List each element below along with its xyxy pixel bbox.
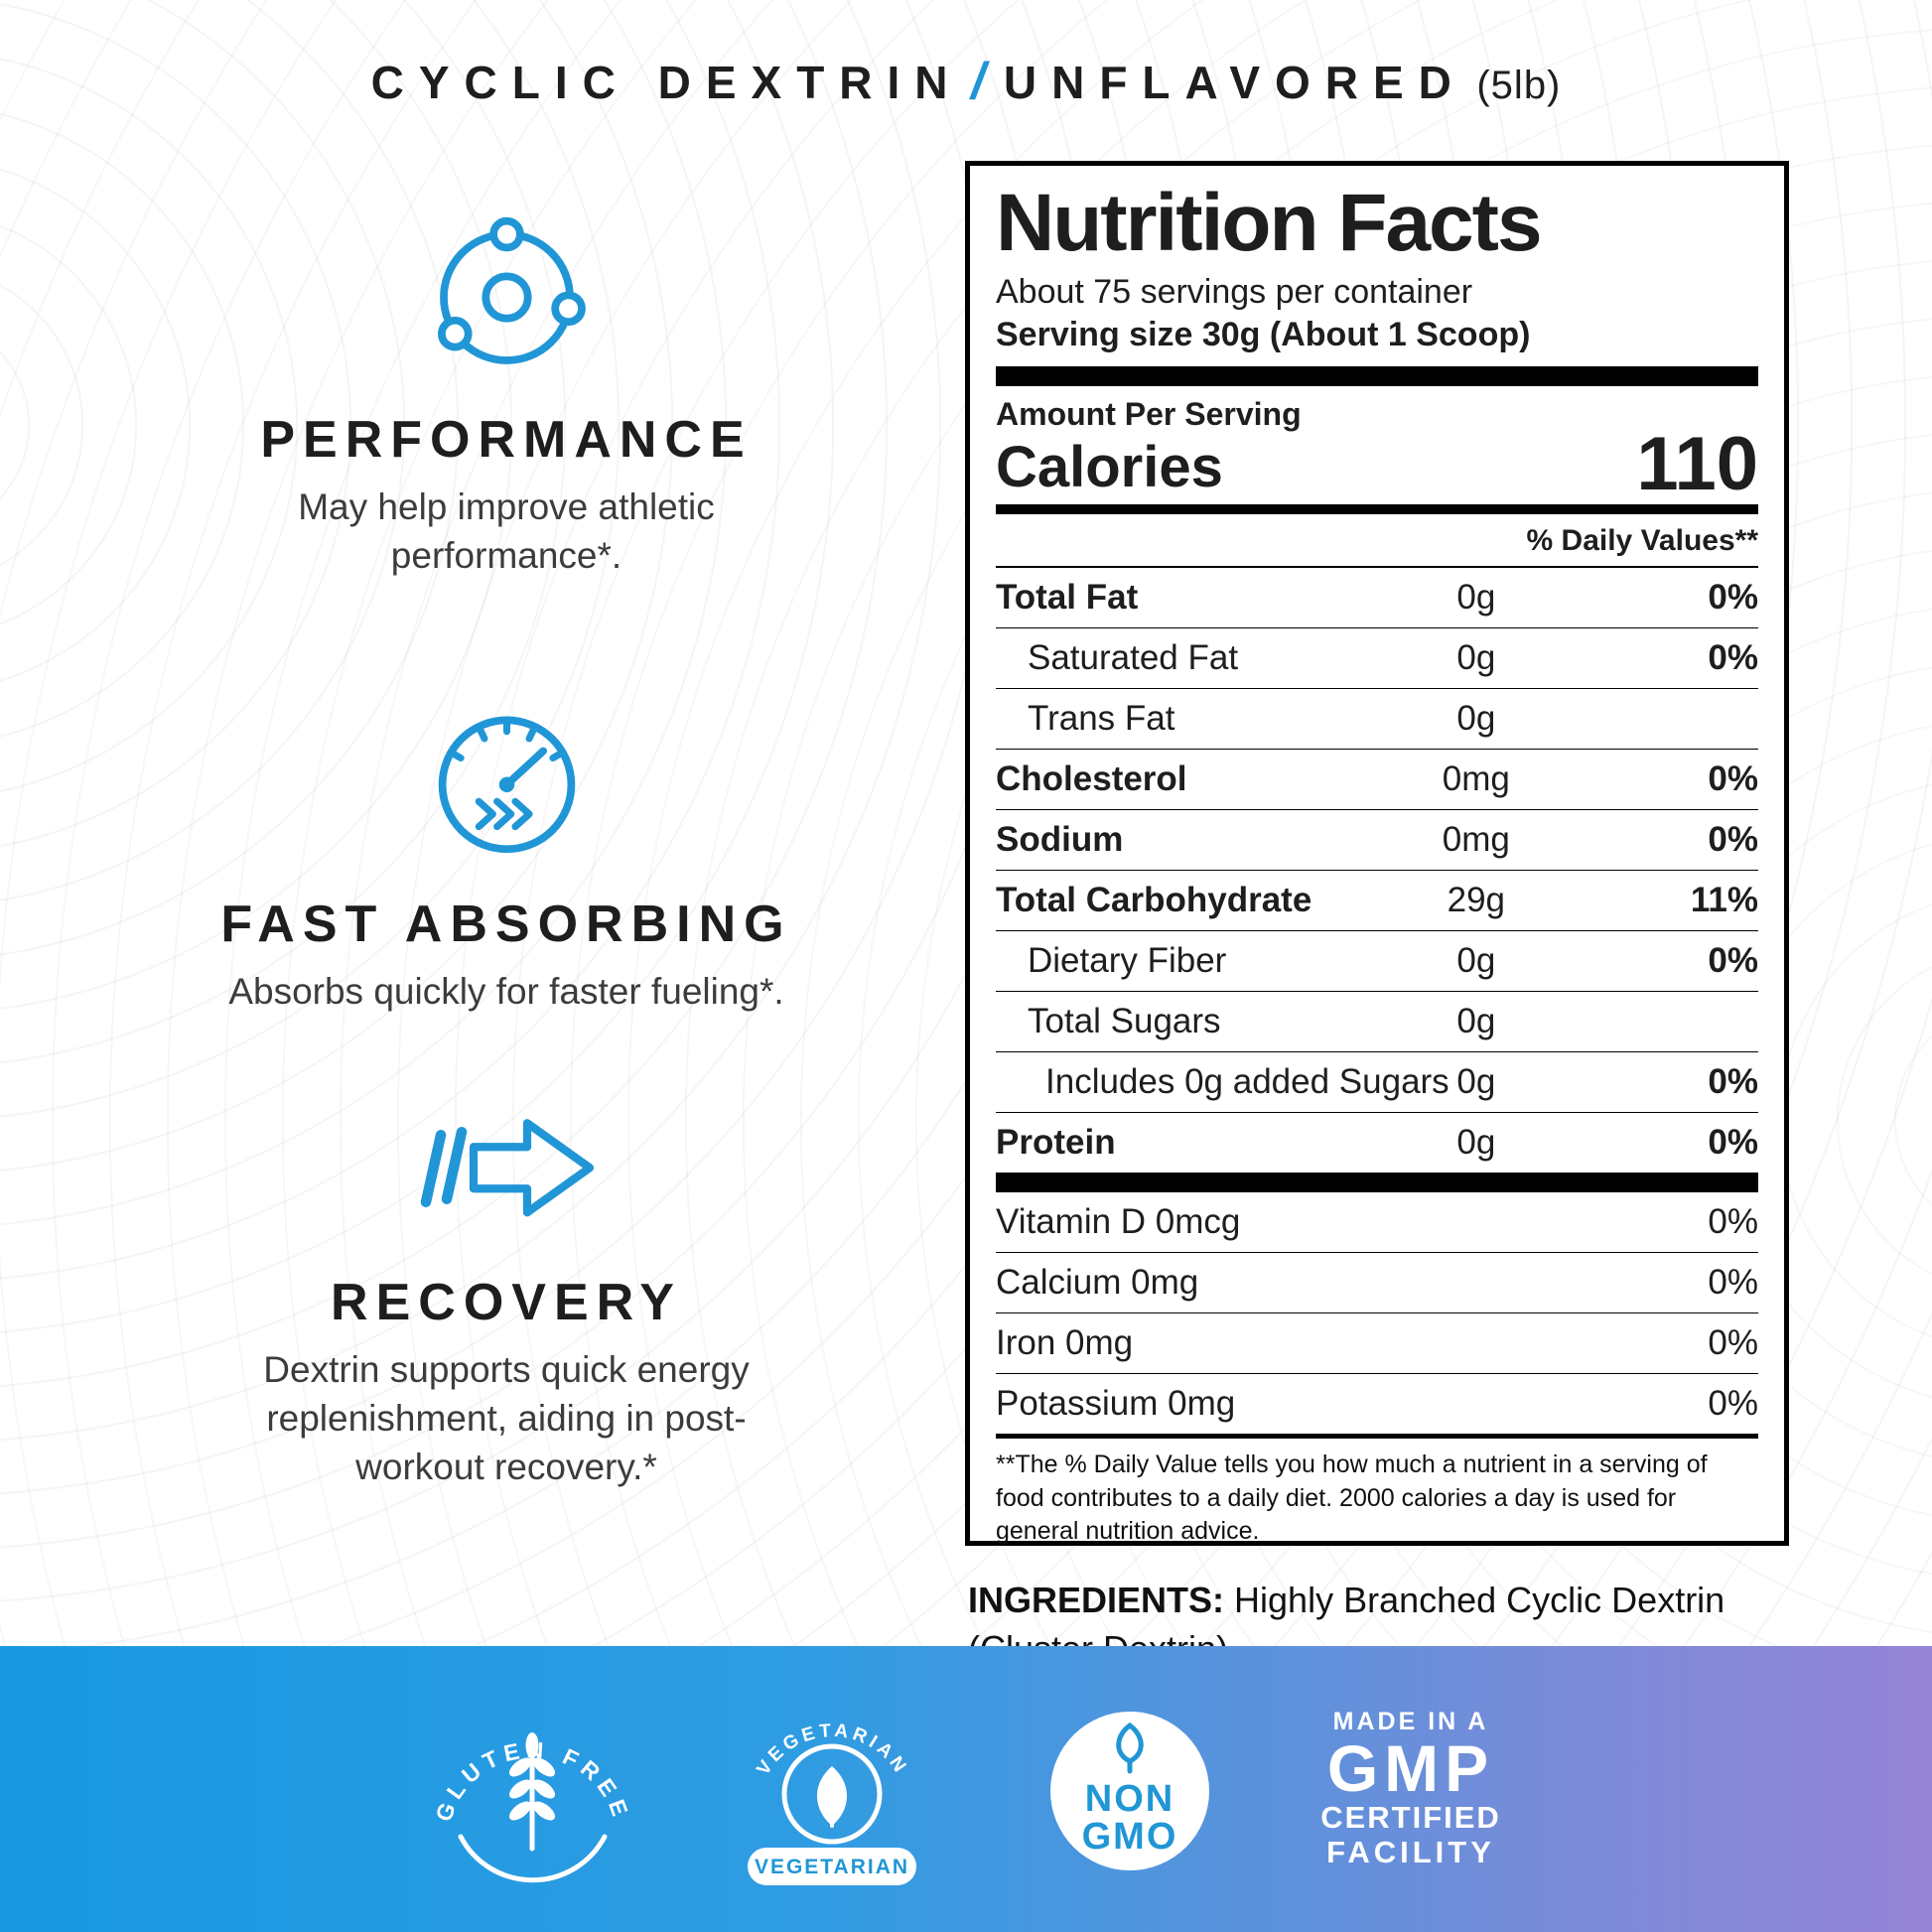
nutrient-name: Saturated Fat	[1028, 638, 1239, 678]
micronutrient-row: Vitamin D 0mcg 0%	[996, 1192, 1758, 1254]
feature-description: May help improve athletic performance*.	[298, 486, 715, 576]
calories-value: 110	[1636, 421, 1758, 506]
nutrient-dv: 11%	[1690, 881, 1758, 920]
vegetarian-ribbon-text: VEGETARIAN	[755, 1856, 909, 1878]
nutrient-name: Trans Fat	[1028, 699, 1175, 739]
feature-title: FAST ABSORBING	[220, 896, 792, 953]
daily-value-footnote: **The % Daily Value tells you how much a…	[996, 1450, 1708, 1546]
nutrient-name: Total Fat	[996, 578, 1139, 618]
nutrient-row: Sodium 0mg 0%	[996, 810, 1758, 872]
nutrient-row: Includes 0g added Sugars 0g 0%	[996, 1052, 1758, 1114]
gluten-free-badge: GLUTEN FREE	[431, 1731, 629, 1882]
arrow-icon	[420, 1119, 595, 1217]
nutrient-dv: 0%	[1708, 941, 1758, 981]
micronutrient-name: Potassium 0mg	[996, 1384, 1236, 1424]
feature-description: Dextrin supports quick energy replenishm…	[263, 1349, 750, 1487]
nutrient-amount: 0g	[1456, 578, 1496, 618]
gmp-badge: MADE IN A GMP CERTIFIED FACILITY	[1320, 1708, 1501, 1869]
nutrition-facts-panel: Nutrition Facts About 75 servings per co…	[965, 161, 1789, 1546]
gmp-line3: CERTIFIED	[1320, 1800, 1501, 1836]
servings-per-container: About 75 servings per container	[996, 272, 1473, 311]
nutrient-amount: 0g	[1456, 1123, 1496, 1163]
nutrient-dv: 0%	[1708, 820, 1758, 860]
calories-row: Calories 110	[996, 421, 1758, 506]
feature-fast-absorbing: FAST ABSORBING Absorbs quickly for faste…	[69, 695, 943, 1017]
nutrient-name: Protein	[996, 1123, 1116, 1163]
feature-recovery: RECOVERY Dextrin supports quick energy r…	[69, 1090, 943, 1491]
calories-label: Calories	[996, 435, 1223, 500]
non-gmo-line2: GMO	[1082, 1816, 1178, 1858]
gmp-line4: FACILITY	[1326, 1835, 1495, 1869]
title-divider: /	[970, 53, 986, 110]
micronutrient-row: Calcium 0mg 0%	[996, 1253, 1758, 1314]
size-label: (5lb)	[1476, 64, 1562, 107]
divider-thin	[996, 1434, 1758, 1440]
micronutrient-dv: 0%	[1708, 1384, 1758, 1424]
vegetarian-badge: VEGETARIAN VEGETARIAN	[748, 1720, 917, 1885]
gmp-line2: GMP	[1326, 1731, 1495, 1806]
nutrient-amount: 0mg	[1442, 820, 1510, 860]
nutrient-row: Saturated Fat 0g 0%	[996, 628, 1758, 690]
gauge-icon	[438, 716, 575, 854]
product-title: CYCLIC DEXTRIN / UNFLAVORED (5lb)	[0, 52, 1932, 111]
divider-medium	[996, 504, 1758, 515]
nutrient-row: Total Fat 0g 0%	[996, 568, 1758, 629]
nutrient-row: Cholesterol 0mg 0%	[996, 750, 1758, 811]
divider-thick	[996, 365, 1758, 386]
nutrient-amount: 0mg	[1442, 759, 1510, 799]
nutrition-title: Nutrition Facts	[996, 178, 1543, 268]
nutrient-name: Total Sugars	[1028, 1002, 1221, 1041]
nutrient-name: Cholesterol	[996, 759, 1187, 799]
feature-title: PERFORMANCE	[260, 411, 753, 469]
feature-performance: PERFORMANCE May help improve athletic pe…	[69, 210, 943, 581]
gmp-line1: MADE IN A	[1332, 1708, 1489, 1736]
nutrient-row: Protein 0g 0%	[996, 1113, 1758, 1173]
nutrient-amount: 0g	[1456, 1062, 1496, 1102]
nutrient-row: Total Sugars 0g	[996, 992, 1758, 1053]
brand-name: CYCLIC DEXTRIN	[370, 57, 963, 108]
non-gmo-line1: NON	[1085, 1778, 1174, 1820]
feature-title: RECOVERY	[331, 1274, 682, 1331]
nutrient-amount: 0g	[1456, 1002, 1496, 1041]
micronutrient-dv: 0%	[1708, 1323, 1758, 1363]
micronutrient-dv: 0%	[1708, 1202, 1758, 1242]
ingredients-label: INGREDIENTS:	[968, 1580, 1225, 1620]
micronutrient-name: Calcium 0mg	[996, 1263, 1199, 1303]
nutrient-name: Sodium	[996, 820, 1124, 860]
nutrient-amount: 0g	[1456, 699, 1496, 739]
micronutrient-dv: 0%	[1708, 1263, 1758, 1303]
nutrient-dv: 0%	[1708, 1062, 1758, 1102]
nutrient-dv: 0%	[1708, 1123, 1758, 1163]
feature-description: Absorbs quickly for faster fueling*.	[228, 971, 784, 1012]
nutrient-dv: 0%	[1708, 759, 1758, 799]
nutrient-row: Total Carbohydrate 29g 11%	[996, 871, 1758, 932]
nutrient-dv: 0%	[1708, 578, 1758, 618]
daily-values-header: % Daily Values**	[996, 514, 1758, 569]
serving-size: Serving size 30g (About 1 Scoop)	[996, 315, 1531, 353]
micronutrient-name: Iron 0mg	[996, 1323, 1134, 1363]
nutrient-name: Dietary Fiber	[1028, 941, 1227, 981]
divider-thick	[996, 1173, 1758, 1193]
micronutrient-name: Vitamin D 0mcg	[996, 1202, 1241, 1242]
flavor-name: UNFLAVORED	[1003, 57, 1466, 108]
amount-per-serving-label: Amount Per Serving	[996, 395, 1302, 432]
non-gmo-badge: NON GMO	[1050, 1712, 1210, 1870]
molecule-icon	[437, 216, 586, 364]
nutrient-amount: 0g	[1456, 638, 1496, 678]
nutrient-amount: 0g	[1456, 941, 1496, 981]
nutrient-amount: 29g	[1447, 881, 1506, 920]
nutrient-row: Trans Fat 0g	[996, 689, 1758, 751]
certification-band: GLUTEN FREE VEGETARIAN VEGETARIAN NON GM…	[0, 1646, 1932, 1932]
nutrient-name: Includes 0g added Sugars	[1045, 1062, 1449, 1102]
nutrient-dv: 0%	[1708, 638, 1758, 678]
micronutrient-row: Iron 0mg 0%	[996, 1313, 1758, 1375]
micronutrient-row: Potassium 0mg 0%	[996, 1374, 1758, 1434]
nutrient-name: Total Carbohydrate	[996, 881, 1312, 920]
nutrient-row: Dietary Fiber 0g 0%	[996, 931, 1758, 993]
